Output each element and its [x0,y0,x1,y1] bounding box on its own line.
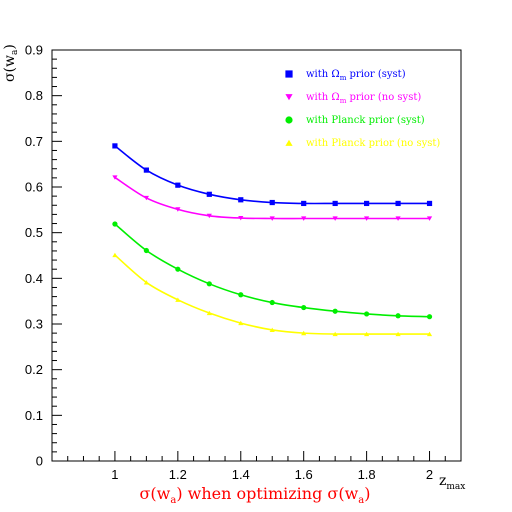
series-line [114,145,430,205]
x-tick-label: 1 [111,467,118,482]
legend-label: with Ωm prior (no syst) [306,92,421,105]
legend: with Ωm prior (syst) with Ωm prior (no sy… [285,69,440,149]
data-point [395,216,401,221]
y-tick-label: 0.7 [25,134,43,149]
data-point [143,247,149,254]
data-point [238,215,244,221]
data-point [426,331,433,337]
x-tick-label: 2 [426,467,433,482]
y-axis-ticks: 0 0.1 0.2 0.3 0.4 0.5 0.6 0.7 0.8 0.9 [25,43,62,469]
data-point [175,207,181,212]
x-tick-label: 1.8 [358,467,376,482]
x-tick-label: 1.4 [232,467,250,482]
y-tick-label: 0.9 [25,43,43,58]
data-point [364,331,370,337]
y-axis-label: σ(wa) [2,44,20,82]
data-point [112,221,118,227]
data-point [395,200,401,207]
y-tick-label: 0.3 [25,317,43,332]
data-point [364,200,370,207]
data-point [269,299,275,306]
data-point [332,200,338,207]
x-axis-label: σ(wa) when optimizing σ(wa) [140,484,371,506]
series-3 [112,221,433,320]
data-point [206,191,212,197]
y-tick-label: 0.8 [25,88,43,103]
legend-label: with Ωm prior (syst) [306,69,406,82]
data-point [175,182,181,188]
data-point [301,330,307,336]
data-point [206,213,212,219]
x-axis-corner-label: zmax [439,473,465,492]
data-point [426,216,433,221]
y-tick-label: 0.6 [25,180,43,195]
data-point [332,308,338,314]
data-point [395,331,401,337]
data-point [112,143,118,149]
data-point [175,266,181,272]
x-tick-label: 1.6 [295,467,313,482]
data-point [143,280,149,285]
data-point [364,311,370,317]
data-point [238,197,244,203]
series-2 [112,175,433,221]
legend-marker [285,139,293,146]
data-point [301,200,307,207]
data-point [238,292,244,298]
data-point [112,252,118,258]
series-4 [112,252,433,337]
legend-marker [285,94,293,101]
y-tick-label: 0.5 [25,225,43,240]
legend-label: with Planck prior (syst) [306,115,425,126]
data-point [364,216,370,221]
legend-marker [285,116,293,124]
data-point [426,200,433,207]
x-tick-label: 1.2 [169,467,187,482]
data-point [301,216,307,221]
data-point [238,320,244,326]
legend-label: with Planck prior (no syst) [306,138,440,149]
y-tick-label: 0.4 [25,271,43,286]
data-point [332,216,338,221]
legend-marker [285,70,293,78]
x-axis-ticks: 1 1.2 1.4 1.6 1.8 2 [67,451,446,482]
y-tick-label: 0.2 [25,362,43,377]
series-layer [112,143,433,337]
data-point [206,281,212,287]
data-point [112,175,118,180]
data-point [301,304,307,311]
data-point [395,313,401,319]
data-point [269,199,275,206]
series-line [114,254,430,335]
data-point [426,314,433,320]
y-tick-label: 0 [36,454,43,469]
y-tick-label: 0.1 [25,408,43,423]
data-point [143,195,149,201]
data-point [269,327,275,333]
data-point [206,310,212,316]
data-point [332,331,338,337]
series-line [114,176,430,220]
data-point [143,167,149,173]
data-point [269,216,275,221]
data-point [175,297,181,302]
series-1 [112,143,433,207]
